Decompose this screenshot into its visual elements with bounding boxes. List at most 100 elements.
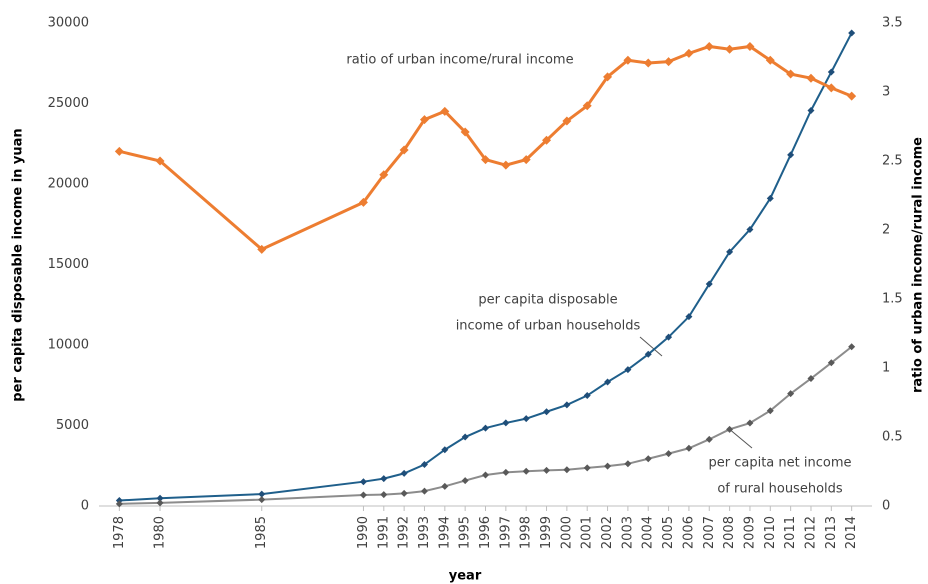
x-tick-label: 2010 (763, 516, 778, 549)
data-point (358, 197, 368, 207)
data-point (419, 115, 429, 125)
y2-tick-label: 2.5 (882, 154, 903, 169)
data-point (583, 392, 591, 400)
data-point (685, 313, 693, 321)
data-point (521, 155, 531, 165)
series-line (119, 345, 853, 505)
data-point (420, 461, 428, 469)
y2-tick-label: 0 (882, 499, 890, 514)
y2-axis-title: ratio of urban income/rural income (911, 137, 926, 393)
x-tick-label: 1997 (498, 516, 513, 549)
data-point (380, 491, 388, 499)
data-point (400, 469, 408, 477)
data-point (482, 424, 489, 432)
data-point (746, 419, 754, 427)
x-tick-label: 1998 (519, 516, 534, 549)
data-point (807, 107, 815, 115)
data-point (704, 41, 714, 51)
leader-line (639, 336, 663, 357)
y2-tick-label: 1 (882, 361, 890, 376)
data-point (745, 41, 755, 51)
series-annotation: income of urban households (456, 319, 641, 334)
x-tick-label: 1990 (356, 516, 371, 549)
data-point (380, 475, 388, 483)
x-tick-label: 2014 (844, 516, 859, 549)
data-point (461, 433, 469, 441)
data-point (400, 489, 408, 497)
data-point (746, 225, 754, 233)
x-tick-label: 1991 (376, 516, 391, 549)
y-tick-label: 5000 (56, 418, 89, 433)
data-point (604, 462, 612, 470)
data-point (522, 467, 530, 475)
x-tick-label: 1995 (458, 516, 473, 549)
data-point (766, 407, 774, 415)
data-point (786, 69, 796, 79)
y-tick-label: 30000 (48, 16, 89, 31)
data-point (726, 248, 734, 256)
x-tick-label: 2011 (783, 516, 798, 549)
series-annotation: per capita net income (709, 456, 852, 471)
data-point (787, 390, 795, 398)
y-tick-label: 10000 (48, 338, 89, 353)
data-point (644, 350, 652, 358)
data-point (624, 366, 632, 374)
y2-tick-label: 3.5 (882, 16, 903, 31)
data-point (563, 466, 571, 474)
x-tick-label: 1999 (539, 516, 554, 549)
data-point (359, 491, 367, 499)
data-point (399, 145, 409, 155)
data-point (665, 450, 673, 458)
x-tick-label: 1985 (254, 516, 269, 549)
series-annotation: ratio of urban income/rural income (346, 53, 573, 68)
data-point (155, 156, 165, 166)
x-tick-label: 1992 (397, 516, 412, 549)
data-point (705, 280, 713, 288)
data-point (624, 460, 632, 468)
data-point (440, 106, 450, 116)
data-point (665, 333, 673, 341)
data-point (502, 468, 510, 476)
x-tick-label: 2012 (803, 516, 818, 549)
data-point (441, 482, 449, 490)
x-tick-label: 2007 (702, 516, 717, 549)
data-point (726, 425, 734, 433)
data-point (806, 73, 816, 83)
data-point (765, 55, 775, 65)
y-tick-label: 0 (81, 499, 89, 514)
data-point (481, 155, 490, 165)
y2-tick-label: 2 (882, 223, 890, 238)
data-point (114, 146, 124, 156)
data-point (257, 244, 267, 254)
data-point (787, 151, 795, 159)
x-tick-label: 2005 (661, 516, 676, 549)
x-tick-label: 1994 (437, 516, 452, 549)
series-annotation: per capita disposable (478, 293, 617, 308)
data-point (685, 444, 693, 452)
data-point (543, 466, 551, 474)
data-point (725, 44, 735, 54)
x-tick-label: 2008 (722, 516, 737, 549)
data-point (543, 408, 551, 416)
data-point (604, 378, 612, 386)
x-tick-label: 2000 (559, 516, 574, 549)
x-tick-label: 2004 (641, 516, 656, 549)
data-point (115, 500, 123, 508)
x-tick-label: 2009 (742, 516, 757, 549)
leader-line (727, 427, 753, 449)
data-point (441, 446, 449, 454)
data-point (766, 194, 774, 202)
data-point (482, 471, 489, 479)
data-point (807, 375, 815, 383)
y-tick-label: 20000 (48, 177, 89, 192)
x-tick-label: 1996 (478, 516, 493, 549)
x-tick-label: 2001 (580, 516, 595, 549)
data-point (522, 415, 530, 423)
series-annotation: of rural households (717, 482, 843, 497)
data-point (847, 91, 857, 101)
data-point (644, 455, 652, 463)
data-point (563, 401, 571, 409)
x-tick-label: 1993 (417, 516, 432, 549)
